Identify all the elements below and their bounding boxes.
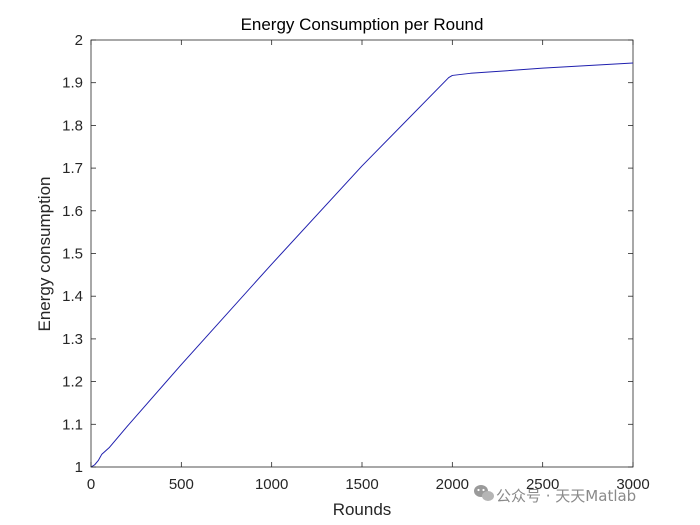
plot-area — [90, 39, 634, 468]
x-tick-label: 2000 — [436, 476, 469, 493]
series-layer — [90, 62, 634, 468]
y-tick-label: 1.4 — [62, 288, 83, 305]
x-tick-label: 3000 — [616, 476, 649, 493]
x-axis-label: Rounds — [333, 500, 392, 519]
series-line-0 — [90, 62, 634, 468]
y-tick-label: 1.1 — [62, 416, 83, 433]
watermark-text: 公众号 · 天天Matlab — [496, 487, 636, 505]
y-tick-label: 1.8 — [62, 117, 83, 134]
chart-title: Energy Consumption per Round — [241, 15, 484, 34]
y-axis-label: Energy consumption — [35, 177, 54, 332]
wechat-icon — [474, 485, 494, 501]
y-tick-label: 1 — [75, 459, 83, 476]
x-tick-label: 0 — [87, 476, 95, 493]
x-tick-label: 2500 — [526, 476, 559, 493]
ticks-layer: 0 500 1000 1500 2000 2500 3000 1 1.1 1.2 1.3 1.4 1.5… — [62, 32, 650, 493]
plot-frame — [90, 39, 634, 468]
y-tick-label: 1.3 — [62, 331, 83, 348]
x-tick-label: 1500 — [345, 476, 378, 493]
y-tick-label: 1.7 — [62, 160, 83, 177]
y-tick-label: 1.2 — [62, 374, 83, 391]
x-tick-label: 1000 — [255, 476, 288, 493]
y-tick-label: 1.5 — [62, 246, 83, 263]
x-tick-label: 500 — [169, 476, 194, 493]
watermark: 公众号 · 天天Matlab — [474, 485, 636, 505]
y-tick-label: 1.9 — [62, 75, 83, 92]
y-tick-label: 2 — [75, 32, 83, 49]
y-tick-label: 1.6 — [62, 203, 83, 220]
